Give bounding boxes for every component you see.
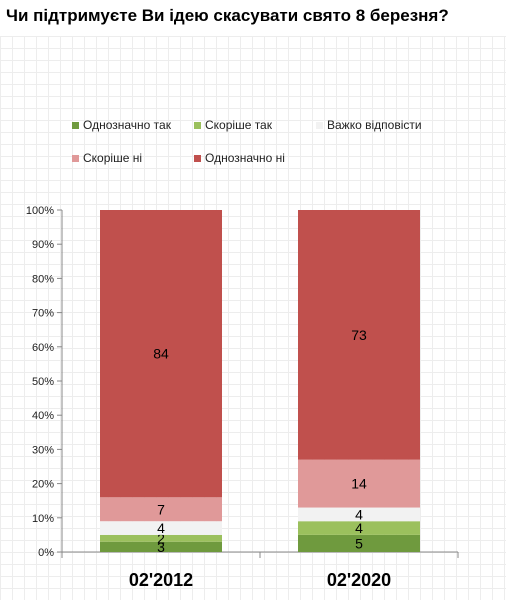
y-tick-label: 0%	[38, 547, 54, 559]
data-label: 7	[157, 501, 165, 517]
bar-segment	[298, 521, 420, 535]
legend: Однозначно так Скоріше так Важко відпові…	[0, 0, 506, 170]
legend-swatch	[72, 154, 79, 162]
bar-segment	[298, 210, 420, 460]
y-tick-label: 90%	[32, 239, 54, 251]
bar-segment	[298, 534, 420, 552]
legend-label: Скоріше ні	[83, 151, 142, 165]
data-label: 84	[153, 346, 169, 362]
legend-swatch	[72, 121, 79, 129]
y-tick-label: 40%	[32, 410, 54, 422]
data-label: 2	[157, 530, 165, 546]
background-grid	[0, 36, 506, 600]
chart-title: Чи підтримуєте Ви ідею скасувати свято 8…	[6, 6, 449, 25]
data-label: 4	[355, 520, 363, 536]
data-label: 4	[157, 520, 165, 536]
y-tick-label: 50%	[32, 376, 54, 388]
bar-segment	[100, 541, 222, 552]
y-tick-label: 20%	[32, 479, 54, 491]
bar-segment	[100, 521, 222, 535]
legend-label: Скоріше так	[205, 118, 272, 132]
legend-label: Однозначно ні	[205, 151, 285, 165]
y-tick-label: 80%	[32, 273, 54, 285]
bar-segment	[298, 507, 420, 522]
y-tick-label: 100%	[26, 205, 54, 217]
bar-segment	[298, 459, 420, 508]
y-tick-label: 30%	[32, 444, 54, 456]
y-tick-label: 60%	[32, 342, 54, 354]
legend-item-definitely-yes: Однозначно так	[72, 118, 171, 132]
data-label: 5	[355, 535, 363, 551]
data-label: 4	[355, 506, 363, 522]
y-tick-label: 10%	[32, 513, 54, 525]
data-label: 3	[157, 539, 165, 555]
category-label: 02'2012	[129, 570, 193, 590]
y-tick-label: 70%	[32, 308, 54, 320]
legend-item-hard-to-say: Важко відповісти	[316, 118, 422, 132]
category-label: 02'2020	[327, 570, 391, 590]
legend-item-rather-yes: Скоріше так	[194, 118, 272, 132]
bar-segment	[100, 497, 222, 522]
bar-segment	[100, 534, 222, 542]
legend-label: Важко відповісти	[327, 118, 422, 132]
data-label: 73	[351, 327, 367, 343]
legend-label: Однозначно так	[83, 118, 171, 132]
legend-swatch	[194, 121, 201, 129]
bar-segment	[100, 210, 222, 498]
legend-item-rather-no: Скоріше ні	[72, 151, 142, 165]
data-label: 14	[351, 476, 367, 492]
legend-swatch	[194, 154, 201, 162]
legend-item-definitely-no: Однозначно ні	[194, 151, 285, 165]
legend-swatch	[316, 121, 323, 129]
